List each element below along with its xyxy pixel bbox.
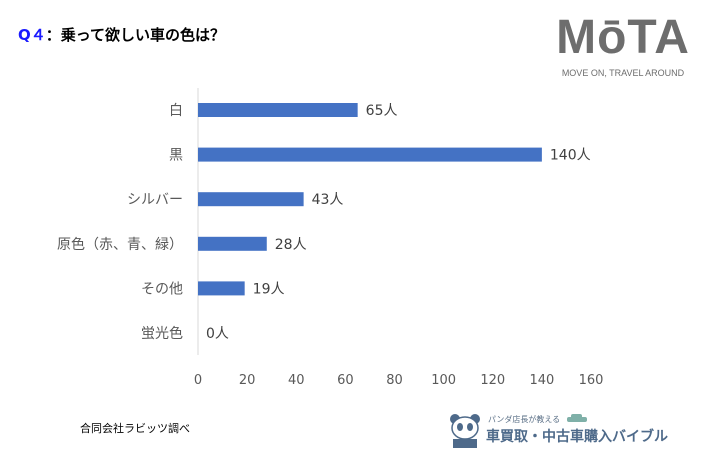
bar: [198, 236, 267, 251]
category-label: その他: [141, 281, 183, 297]
bar: [198, 281, 245, 296]
data-label: 140人: [550, 148, 591, 164]
x-tick-label: 0: [194, 373, 202, 388]
brand-title: 車買取・中古車購入バイブル: [486, 429, 668, 445]
data-label: 43人: [312, 192, 344, 208]
category-label: 原色（赤、青、緑）: [57, 236, 183, 253]
x-tick-label: 160: [579, 373, 604, 388]
panda-icon: [450, 414, 480, 448]
bar: [198, 147, 542, 162]
category-label: 蛍光色: [141, 325, 183, 342]
category-label: 黒: [169, 148, 183, 164]
x-tick-label: 60: [337, 373, 354, 388]
x-tick-label: 100: [431, 373, 456, 388]
car-icon: [567, 414, 587, 422]
logo-name: MōTA: [556, 11, 690, 64]
category-label: 白: [169, 103, 183, 119]
x-tick-label: 40: [288, 373, 305, 388]
data-label: 19人: [253, 281, 285, 297]
question-number: Q４: [18, 26, 46, 44]
x-tick-label: 80: [386, 373, 403, 388]
data-label: 0人: [206, 326, 229, 342]
data-label: 65人: [366, 103, 398, 119]
question-text: ：乗って欲しい車の色は？: [45, 26, 226, 44]
mota-logo: MōTA MOVE ON, TRAVEL AROUND: [553, 11, 693, 79]
bar: [198, 192, 304, 207]
footer-brand: パンダ店長が教える 車買取・中古車購入バイブル: [448, 412, 668, 450]
x-tick-label: 120: [480, 373, 505, 388]
logo-tagline: MOVE ON, TRAVEL AROUND: [561, 68, 685, 78]
chart-title: Q４：乗って欲しい車の色は？: [18, 24, 225, 45]
bar: [198, 103, 358, 117]
source-note: 合同会社ラビッツ調べ: [80, 422, 190, 435]
x-tick-label: 140: [529, 373, 554, 388]
brand-subtitle: パンダ店長が教える: [488, 415, 561, 424]
category-label: シルバー: [127, 192, 183, 208]
x-tick-label: 20: [239, 373, 256, 388]
data-label: 28人: [275, 237, 307, 253]
